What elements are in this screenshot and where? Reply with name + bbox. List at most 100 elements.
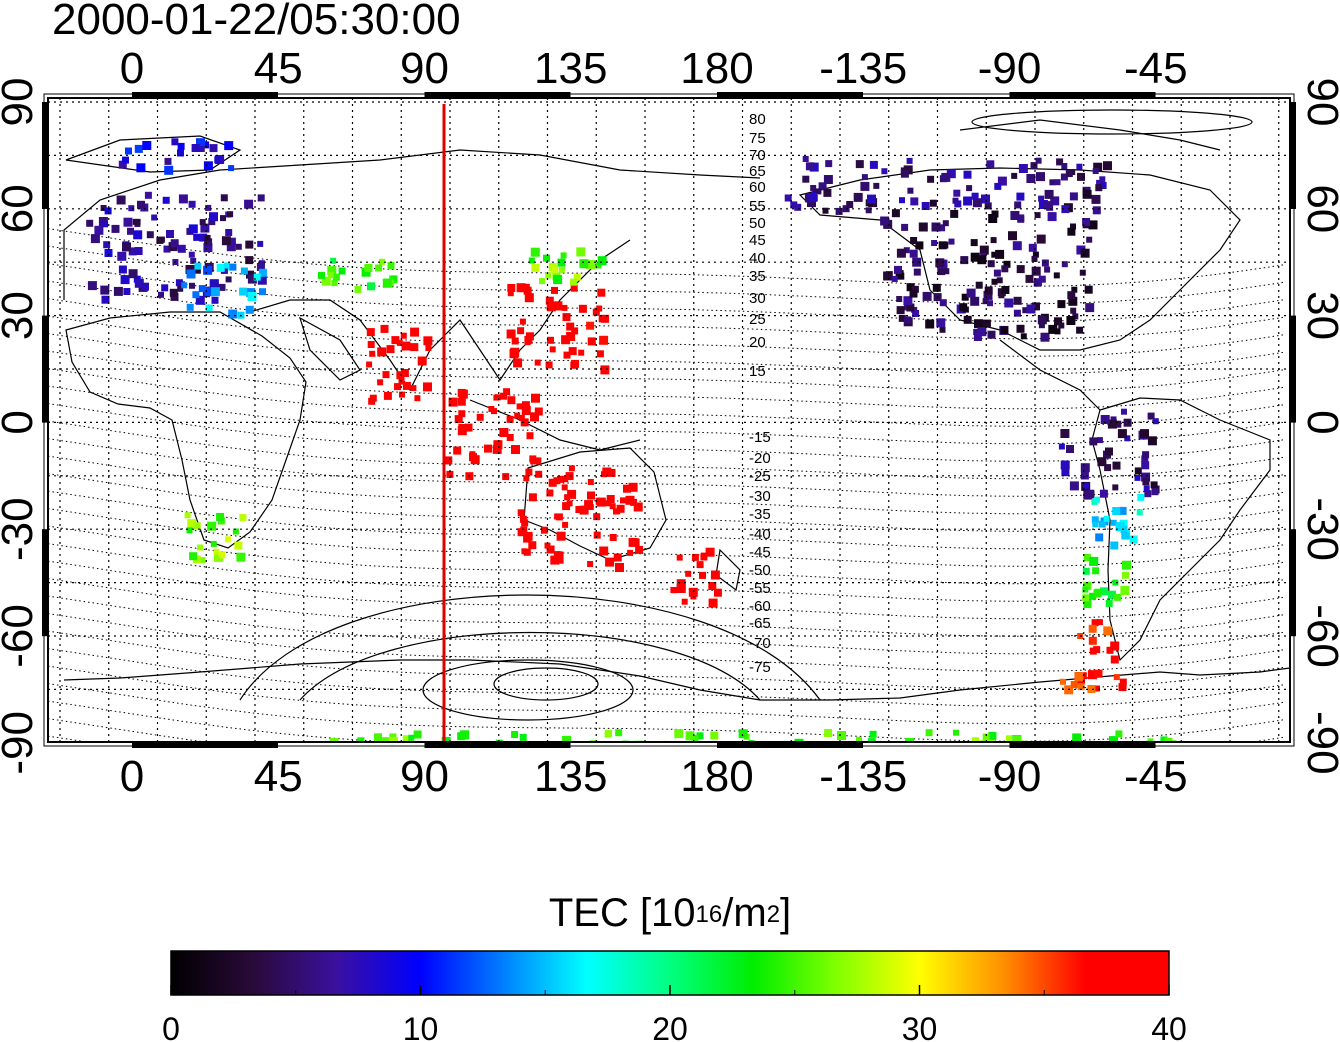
tec-cell (511, 445, 520, 454)
tec-region-antarctic-green (329, 729, 1177, 742)
tec-cell (1086, 236, 1093, 243)
tec-cell (1118, 683, 1127, 692)
tec-cell (330, 257, 337, 264)
tec-cell (402, 381, 411, 390)
tec-cell (971, 192, 979, 200)
tec-cell (1031, 266, 1041, 276)
contour-label: 45 (749, 232, 766, 249)
tec-cell (609, 503, 616, 510)
tec-cell (1028, 243, 1037, 252)
lon-tick-bottom: 90 (400, 752, 449, 801)
tec-cell (1047, 212, 1057, 222)
tec-cell (1016, 265, 1025, 274)
lon-tick-top: -135 (819, 44, 907, 93)
tec-cell (936, 318, 946, 328)
tec-cell (528, 257, 535, 264)
tec-cell (546, 545, 555, 554)
tec-cell (493, 440, 503, 450)
tec-cell (674, 729, 684, 739)
tec-cell (193, 522, 201, 530)
tec-cell (931, 222, 941, 232)
tec-cell (1060, 460, 1070, 470)
contour-label: 35 (749, 268, 766, 285)
contour-line (48, 490, 1285, 550)
tec-cell (383, 391, 392, 400)
tec-cell (1060, 429, 1070, 438)
tec-cell (116, 195, 126, 205)
tec-cell (1123, 418, 1132, 427)
tec-cell (386, 345, 395, 354)
tec-cell (1016, 324, 1025, 333)
tec-cell (942, 220, 949, 227)
tec-cell (366, 328, 375, 337)
tec-cell (1037, 315, 1047, 325)
tec-cell (1034, 212, 1041, 219)
tec-cell (1147, 436, 1157, 446)
tec-cell (1137, 493, 1145, 501)
tec-cell (104, 249, 113, 257)
tec-cell (873, 182, 880, 189)
tec-cell (1017, 215, 1025, 223)
tec-cell (1095, 533, 1104, 542)
tec-cell (961, 293, 969, 301)
tec-cell (906, 283, 915, 292)
tec-cell (125, 147, 132, 155)
tec-cell (1026, 304, 1036, 314)
coastline (523, 447, 667, 561)
contour-line (48, 438, 1285, 497)
tec-cell (905, 737, 915, 742)
tec-cell (1122, 571, 1129, 579)
tec-cell (196, 138, 205, 148)
contour-line (48, 560, 1285, 620)
tec-cell (204, 238, 213, 247)
tec-cell (519, 733, 527, 741)
tec-cell (1091, 619, 1099, 627)
tec-cell (1053, 272, 1060, 279)
tec-cell (628, 537, 638, 547)
frame-segment (717, 742, 863, 748)
tec-cell (225, 229, 233, 236)
tec-cell (524, 335, 533, 344)
tec-cell (558, 266, 565, 273)
tec-cell (188, 251, 195, 258)
tec-cell (1112, 461, 1121, 470)
tec-cell (1011, 172, 1018, 179)
tec-cell (184, 512, 191, 519)
coastline (63, 149, 761, 300)
tec-cell (1061, 163, 1068, 169)
tec-cell (997, 176, 1007, 186)
tec-cell (464, 423, 473, 432)
tec-cell (1105, 599, 1113, 607)
tec-cell (227, 237, 236, 246)
tec-cell (520, 418, 529, 427)
tec-cell (257, 194, 265, 202)
tec-cell (133, 230, 143, 240)
tec-cell (607, 468, 616, 477)
tec-cell (511, 337, 519, 345)
tec-cell (1141, 461, 1150, 470)
tec-cell (476, 413, 484, 421)
tec-cell (1008, 231, 1017, 241)
tec-cell (470, 455, 480, 465)
tec-cell (1147, 412, 1155, 420)
tec-cell (186, 303, 194, 311)
tec-cell (1082, 586, 1089, 593)
tec-cell (128, 247, 137, 256)
tec-cell (556, 551, 564, 559)
tec-cell (253, 273, 261, 281)
tec-cell (991, 210, 999, 218)
tec-cell (922, 291, 932, 301)
tec-cell (676, 554, 683, 561)
lon-tick-top: -90 (978, 44, 1042, 93)
tec-cell (573, 273, 581, 281)
tec-region-india (366, 324, 433, 405)
tec-cell (593, 513, 601, 521)
tec-cell (361, 267, 371, 277)
tec-cell (225, 276, 232, 283)
tec-cell (896, 296, 903, 302)
tec-cell (1010, 211, 1020, 220)
tec-cell (981, 194, 990, 204)
lat-tick-right: 90 (1298, 78, 1340, 127)
tec-cell (221, 236, 231, 246)
tec-cell (1044, 189, 1054, 199)
